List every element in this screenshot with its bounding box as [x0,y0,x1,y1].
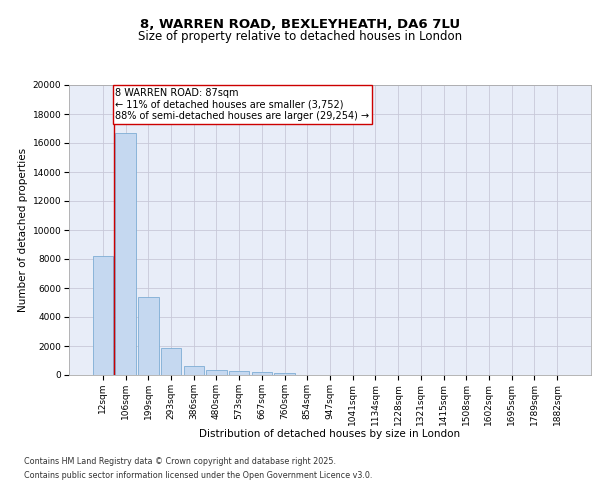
Bar [115,133,136,375]
Text: Contains public sector information licensed under the Open Government Licence v3: Contains public sector information licen… [24,471,373,480]
Y-axis label: Number of detached properties: Number of detached properties [19,148,28,312]
Text: 8, WARREN ROAD, BEXLEYHEATH, DA6 7LU: 8, WARREN ROAD, BEXLEYHEATH, DA6 7LU [140,18,460,30]
Bar [93,256,113,375]
Bar [251,372,272,375]
Text: 8 WARREN ROAD: 87sqm
← 11% of detached houses are smaller (3,752)
88% of semi-de: 8 WARREN ROAD: 87sqm ← 11% of detached h… [115,88,370,121]
Bar [184,366,204,375]
Bar [161,348,181,375]
Bar [206,370,227,375]
Text: Contains HM Land Registry data © Crown copyright and database right 2025.: Contains HM Land Registry data © Crown c… [24,458,336,466]
Bar [274,373,295,375]
X-axis label: Distribution of detached houses by size in London: Distribution of detached houses by size … [199,429,461,439]
Bar [138,298,158,375]
Bar [229,371,250,375]
Text: Size of property relative to detached houses in London: Size of property relative to detached ho… [138,30,462,43]
